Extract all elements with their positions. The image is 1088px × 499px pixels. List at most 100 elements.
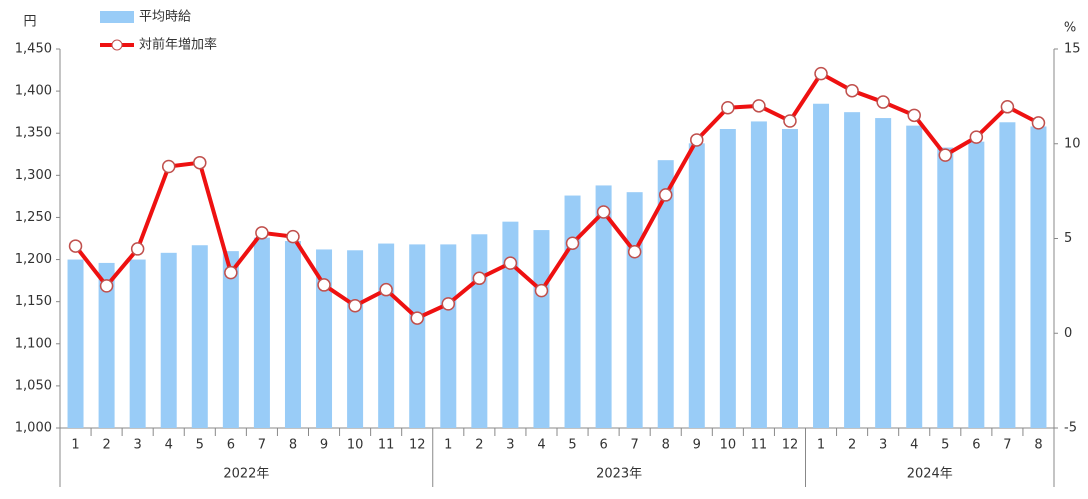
bar	[657, 160, 674, 428]
x-tick-label: 6	[227, 438, 235, 453]
line-marker	[565, 236, 580, 250]
bar	[316, 249, 333, 428]
x-tick-label: 12	[782, 438, 799, 453]
line-marker	[721, 100, 735, 115]
x-tick-label: 2	[848, 438, 856, 453]
y-axis-label: 円	[23, 15, 36, 30]
bar	[160, 252, 177, 428]
bar	[533, 230, 550, 428]
legend-label: 対前年増加率	[139, 37, 217, 53]
bar	[284, 241, 301, 428]
x-tick-label: 11	[751, 438, 768, 453]
x-tick-label: 8	[1034, 438, 1042, 453]
y2-tick-label: -5	[1064, 421, 1077, 436]
x-tick-label: 6	[599, 438, 607, 453]
line-marker	[379, 282, 393, 297]
legend-label: 平均時給	[139, 10, 191, 25]
x-tick-label: 9	[693, 438, 701, 453]
y-tick-label: 1,300	[15, 168, 52, 183]
line-marker	[441, 297, 456, 311]
y-tick-label: 1,400	[15, 84, 52, 99]
line-marker	[161, 159, 176, 174]
bar	[750, 121, 767, 428]
line-marker	[68, 239, 83, 253]
bar	[999, 122, 1016, 429]
bar	[347, 250, 364, 428]
y-tick-label: 1,250	[15, 210, 52, 225]
bar	[937, 147, 954, 429]
x-tick-label: 7	[258, 438, 266, 453]
x-tick-label: 5	[941, 438, 949, 453]
bar	[1030, 126, 1047, 429]
y-tick-label: 1,000	[15, 421, 52, 436]
bar	[595, 185, 612, 428]
bar	[222, 251, 239, 428]
x-tick-label: 3	[506, 438, 514, 453]
bar	[191, 245, 208, 428]
bar	[440, 244, 457, 428]
x-tick-label: 5	[196, 438, 204, 453]
y-tick-label: 1,050	[15, 378, 52, 393]
x-tick-label: 2	[475, 438, 483, 453]
group-label: 2024年	[907, 467, 953, 482]
x-tick-label: 2	[102, 438, 110, 453]
group-label: 2023年	[596, 467, 642, 482]
bar	[98, 262, 115, 428]
bar	[564, 195, 581, 428]
x-tick-label: 1	[817, 438, 825, 453]
bar	[813, 103, 830, 428]
line-marker	[596, 205, 611, 219]
x-tick-label: 8	[662, 438, 670, 453]
bar	[67, 259, 84, 428]
line-marker	[1031, 116, 1046, 130]
line-marker	[503, 256, 518, 270]
line-marker	[814, 66, 828, 81]
line-marker	[969, 130, 984, 144]
line-marker	[255, 226, 269, 240]
line-marker	[690, 133, 704, 147]
y2-tick-label: 0	[1064, 326, 1072, 341]
y2-tick-label: 15	[1064, 42, 1081, 57]
bar	[781, 129, 798, 428]
x-tick-label: 3	[879, 438, 887, 453]
line-marker	[627, 245, 642, 259]
line-marker	[317, 278, 331, 292]
bar	[906, 125, 923, 429]
line-marker	[845, 83, 859, 98]
bar	[129, 259, 146, 428]
bar	[409, 244, 426, 428]
line-marker	[130, 242, 145, 256]
bar	[875, 118, 892, 428]
line	[73, 71, 1040, 321]
x-tick-label: 4	[910, 438, 918, 453]
line-marker	[224, 265, 238, 280]
bar	[719, 129, 736, 428]
x-tick-label: 5	[568, 438, 576, 453]
x-tick-label: 1	[71, 438, 79, 453]
bar	[502, 221, 519, 428]
line-marker	[783, 114, 797, 128]
line-marker	[472, 271, 487, 286]
line-marker	[907, 108, 921, 123]
legend-swatch	[100, 11, 134, 23]
y-tick-label: 1,100	[15, 336, 52, 351]
line-marker	[658, 188, 673, 202]
bar	[253, 237, 270, 428]
x-tick-label: 3	[134, 438, 142, 453]
group-label: 2022年	[223, 467, 269, 482]
bar	[968, 141, 985, 428]
y2-tick-label: 5	[1064, 231, 1072, 246]
line-marker	[286, 229, 300, 244]
y-tick-label: 1,150	[15, 294, 52, 309]
bar	[626, 192, 643, 428]
bar	[378, 243, 395, 428]
line-marker	[876, 95, 890, 109]
y-tick-label: 1,450	[15, 42, 52, 57]
x-tick-label: 12	[409, 438, 426, 453]
y2-axis-label: %	[1064, 21, 1076, 36]
x-tick-label: 1	[444, 438, 452, 453]
x-tick-label: 6	[972, 438, 980, 453]
bar	[844, 112, 861, 429]
line-marker	[193, 155, 207, 170]
